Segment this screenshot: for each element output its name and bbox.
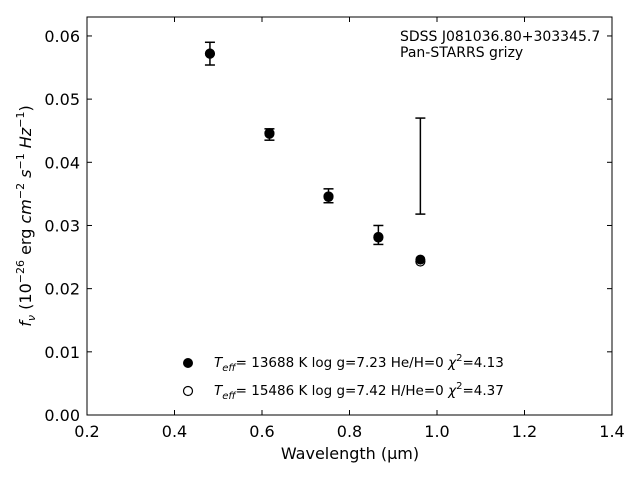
plot-area	[204, 41, 426, 267]
annotation-line-1: SDSS J081036.80+303345.7	[400, 29, 600, 45]
legend-marker-open	[182, 385, 194, 397]
point-filled	[204, 48, 215, 59]
x-tick-label: 0.6	[249, 422, 274, 441]
axis-ticks: 0.2 0.4 0.6 0.8 1.0 1.2 1.4 0.00 0.01 0.02 0.03 0.0…	[44, 17, 625, 441]
legend-entry-1: Teff= 13688 K log g=7.23 He/H=0 χ2=4.13	[214, 353, 504, 374]
x-tick-label: 0.2	[74, 422, 99, 441]
legend-marker-filled	[183, 358, 193, 368]
y-axis-label: fν (10−26 erg cm−2 s−1 Hz−1)	[14, 105, 38, 326]
x-tick-label: 0.4	[162, 422, 187, 441]
x-tick-label: 1.2	[512, 422, 537, 441]
point-filled	[373, 231, 384, 242]
annotation-line-2: Pan-STARRS grizy	[400, 45, 523, 61]
x-tick-label: 0.8	[337, 422, 362, 441]
y-tick-label: 0.04	[44, 153, 80, 172]
y-tick-label: 0.06	[44, 27, 80, 46]
y-tick-label: 0.00	[44, 406, 80, 425]
x-tick-label: 1.4	[599, 422, 624, 441]
point-filled	[323, 192, 334, 203]
y-tick-label: 0.01	[44, 343, 80, 362]
legend-entry-2: Teff= 15486 K log g=7.42 H/He=0 χ2=4.37	[214, 381, 504, 402]
point-filled	[415, 254, 426, 265]
y-tick-label: 0.02	[44, 280, 80, 299]
y-tick-label: 0.03	[44, 216, 80, 235]
x-axis-label: Wavelength (μm)	[281, 444, 419, 463]
x-tick-label: 1.0	[424, 422, 449, 441]
y-tick-label: 0.05	[44, 90, 80, 109]
legend: Teff= 13688 K log g=7.23 He/H=0 χ2=4.13 …	[182, 353, 504, 402]
point-filled	[264, 128, 275, 139]
